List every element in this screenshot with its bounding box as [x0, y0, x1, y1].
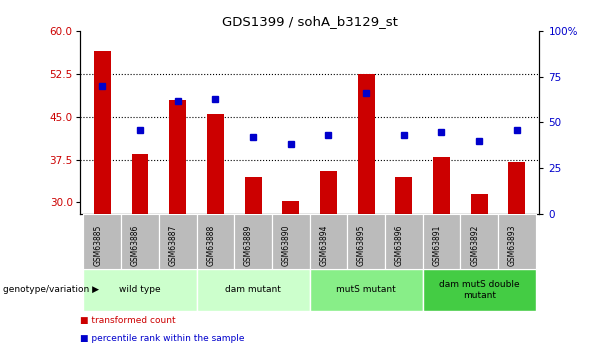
Bar: [197, 214, 234, 269]
Bar: [422, 269, 536, 310]
Text: GSM63896: GSM63896: [395, 225, 404, 266]
Bar: [460, 214, 498, 269]
Bar: [207, 114, 224, 214]
Text: GSM63892: GSM63892: [470, 225, 479, 266]
Bar: [83, 214, 121, 269]
Text: dam mutant: dam mutant: [225, 285, 281, 294]
Bar: [282, 201, 299, 214]
Text: GSM63887: GSM63887: [169, 225, 178, 266]
Text: GSM63886: GSM63886: [131, 225, 140, 266]
Text: wild type: wild type: [119, 285, 161, 294]
Text: GSM63888: GSM63888: [207, 225, 215, 266]
Bar: [347, 214, 385, 269]
Bar: [94, 51, 111, 214]
Text: GSM63894: GSM63894: [319, 225, 329, 266]
Bar: [357, 74, 375, 214]
Title: GDS1399 / sohA_b3129_st: GDS1399 / sohA_b3129_st: [222, 16, 397, 29]
Bar: [234, 214, 272, 269]
Text: ■ transformed count: ■ transformed count: [80, 316, 175, 325]
Text: GSM63895: GSM63895: [357, 225, 366, 266]
Text: GSM63889: GSM63889: [244, 225, 253, 266]
Bar: [422, 214, 460, 269]
Bar: [310, 269, 422, 310]
Bar: [245, 177, 262, 214]
Bar: [121, 214, 159, 269]
Bar: [385, 214, 422, 269]
Text: genotype/variation ▶: genotype/variation ▶: [3, 285, 99, 294]
Bar: [320, 171, 337, 214]
Bar: [508, 162, 525, 214]
Bar: [132, 154, 148, 214]
Text: mutS mutant: mutS mutant: [336, 285, 396, 294]
Text: dam mutS double
mutant: dam mutS double mutant: [439, 280, 519, 299]
Bar: [471, 194, 487, 214]
Bar: [197, 269, 310, 310]
Text: ■ percentile rank within the sample: ■ percentile rank within the sample: [80, 334, 244, 343]
Text: GSM63885: GSM63885: [93, 225, 102, 266]
Bar: [159, 214, 197, 269]
Bar: [272, 214, 310, 269]
Bar: [169, 100, 186, 214]
Bar: [83, 269, 197, 310]
Text: GSM63891: GSM63891: [432, 225, 441, 266]
Bar: [310, 214, 347, 269]
Text: GSM63890: GSM63890: [282, 225, 291, 266]
Bar: [498, 214, 536, 269]
Bar: [433, 157, 450, 214]
Bar: [395, 177, 413, 214]
Text: GSM63893: GSM63893: [508, 225, 517, 266]
